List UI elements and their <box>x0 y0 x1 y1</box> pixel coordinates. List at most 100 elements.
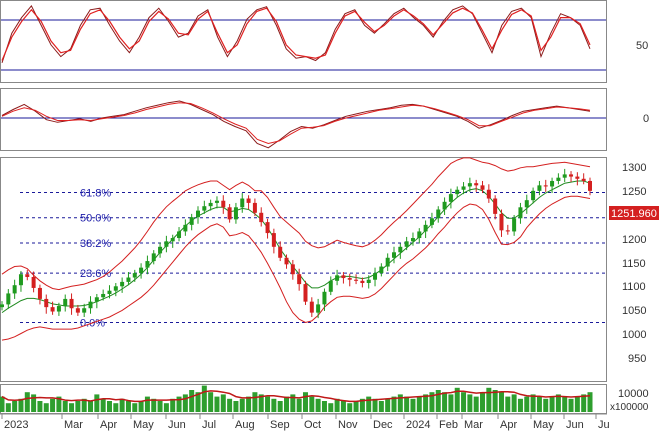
candle-body <box>297 274 302 285</box>
oscillator-line-1 <box>1 100 591 149</box>
candle-body <box>271 233 276 247</box>
volume-bar <box>5 403 11 412</box>
candle-body <box>493 198 498 214</box>
candle-body <box>562 174 567 178</box>
volume-bar <box>252 392 258 412</box>
volume-bar <box>555 394 561 412</box>
volume-bar <box>353 401 359 412</box>
candle-body <box>575 176 580 179</box>
volume-bar <box>214 396 220 412</box>
candle-body <box>126 277 131 282</box>
candle-body <box>221 200 226 208</box>
volume-bar <box>530 394 536 412</box>
volume-bar <box>151 398 157 412</box>
volume-bar <box>138 401 144 412</box>
oscillator-panel: 0 <box>1 100 649 149</box>
volume-bar <box>302 392 308 412</box>
candle-body <box>461 186 466 190</box>
x-tick-label: Apr <box>100 419 117 431</box>
fibonacci-label: 50.0% <box>80 213 111 225</box>
volume-bar <box>429 392 435 412</box>
candle-body <box>569 174 574 177</box>
candle-body <box>31 276 36 288</box>
x-tick-label: May <box>133 419 154 431</box>
volume-bar <box>277 401 283 412</box>
candle-body <box>259 212 264 223</box>
candle-body <box>347 278 352 280</box>
candle-body <box>556 177 561 181</box>
candle-body <box>550 180 555 187</box>
x-tick-label: Apr <box>500 419 517 431</box>
volume-bar <box>587 392 593 412</box>
volume-bar <box>43 403 49 412</box>
x-tick-label: Nov <box>338 419 358 431</box>
candle-body <box>177 231 182 239</box>
candle-body <box>120 281 125 287</box>
candle-body <box>12 285 17 294</box>
candle-body <box>455 189 460 195</box>
price-tick-label: 1100 <box>622 281 646 293</box>
candle-body <box>436 209 441 219</box>
volume-bar <box>385 398 391 412</box>
oscillator-panel-frame <box>0 88 607 151</box>
moving-average-line <box>1 180 591 314</box>
volume-bar <box>492 390 498 412</box>
candle-body <box>505 230 510 232</box>
volume-bar <box>69 403 75 412</box>
volume-bar <box>543 398 549 412</box>
volume-bar <box>81 398 87 412</box>
candle-body <box>322 291 327 305</box>
x-tick-label: Jul <box>202 419 216 431</box>
candle-body <box>512 218 517 232</box>
price-tick-label: 1300 <box>622 162 646 174</box>
candle-body <box>284 257 289 265</box>
candle-body <box>240 198 245 208</box>
volume-bar <box>315 398 321 412</box>
candle-body <box>6 293 11 305</box>
candle-body <box>480 185 485 190</box>
candle-body <box>417 231 422 239</box>
candle-body <box>448 194 453 202</box>
volume-bar <box>397 394 403 412</box>
volume-bar <box>106 401 112 412</box>
volume-bar <box>75 401 81 412</box>
candle-body <box>44 298 49 308</box>
candle-body <box>50 307 55 312</box>
volume-bar <box>581 394 587 412</box>
stochastic-tick-label: 50 <box>636 40 648 52</box>
volume-bar <box>372 398 378 412</box>
candle-body <box>423 224 428 232</box>
stochastic-panel-frame <box>0 0 607 83</box>
volume-bar <box>62 401 68 412</box>
candle-body <box>265 222 270 234</box>
volume-bar <box>517 398 523 412</box>
volume-bar <box>423 394 429 412</box>
volume-bar <box>37 401 43 412</box>
volume-bar <box>321 401 327 412</box>
price-tick-label: 1150 <box>622 258 646 270</box>
candle-body <box>189 217 194 225</box>
volume-bar <box>410 398 416 412</box>
candle-body <box>392 252 396 258</box>
candle-body <box>398 246 403 253</box>
volume-bar <box>498 392 504 412</box>
candle-body <box>18 274 23 286</box>
candle-body <box>588 180 592 191</box>
volume-bar <box>467 394 473 412</box>
volume-bar <box>480 392 486 412</box>
volume-bar <box>182 394 188 412</box>
price-panel-frame <box>0 157 607 382</box>
price-y-axis: 1300 1250 1200 1150 1100 1050 1000 950 <box>622 162 646 365</box>
candle-body <box>373 273 378 280</box>
x-tick-label: Sep <box>270 419 290 431</box>
x-tick-label: Dec <box>373 419 393 431</box>
candle-body <box>278 246 283 258</box>
bollinger-lower-line <box>1 195 591 341</box>
price-tick-label: 1250 <box>622 186 646 198</box>
volume-bar <box>309 396 315 412</box>
price-tick-label: 950 <box>628 353 646 365</box>
x-axis: 2023 Mar Apr May Jun Jul Aug Sep Oct Nov Dec 2024 Fe… <box>0 413 610 431</box>
last-price-tag <box>609 206 659 220</box>
x-tick-label: Feb <box>439 419 458 431</box>
